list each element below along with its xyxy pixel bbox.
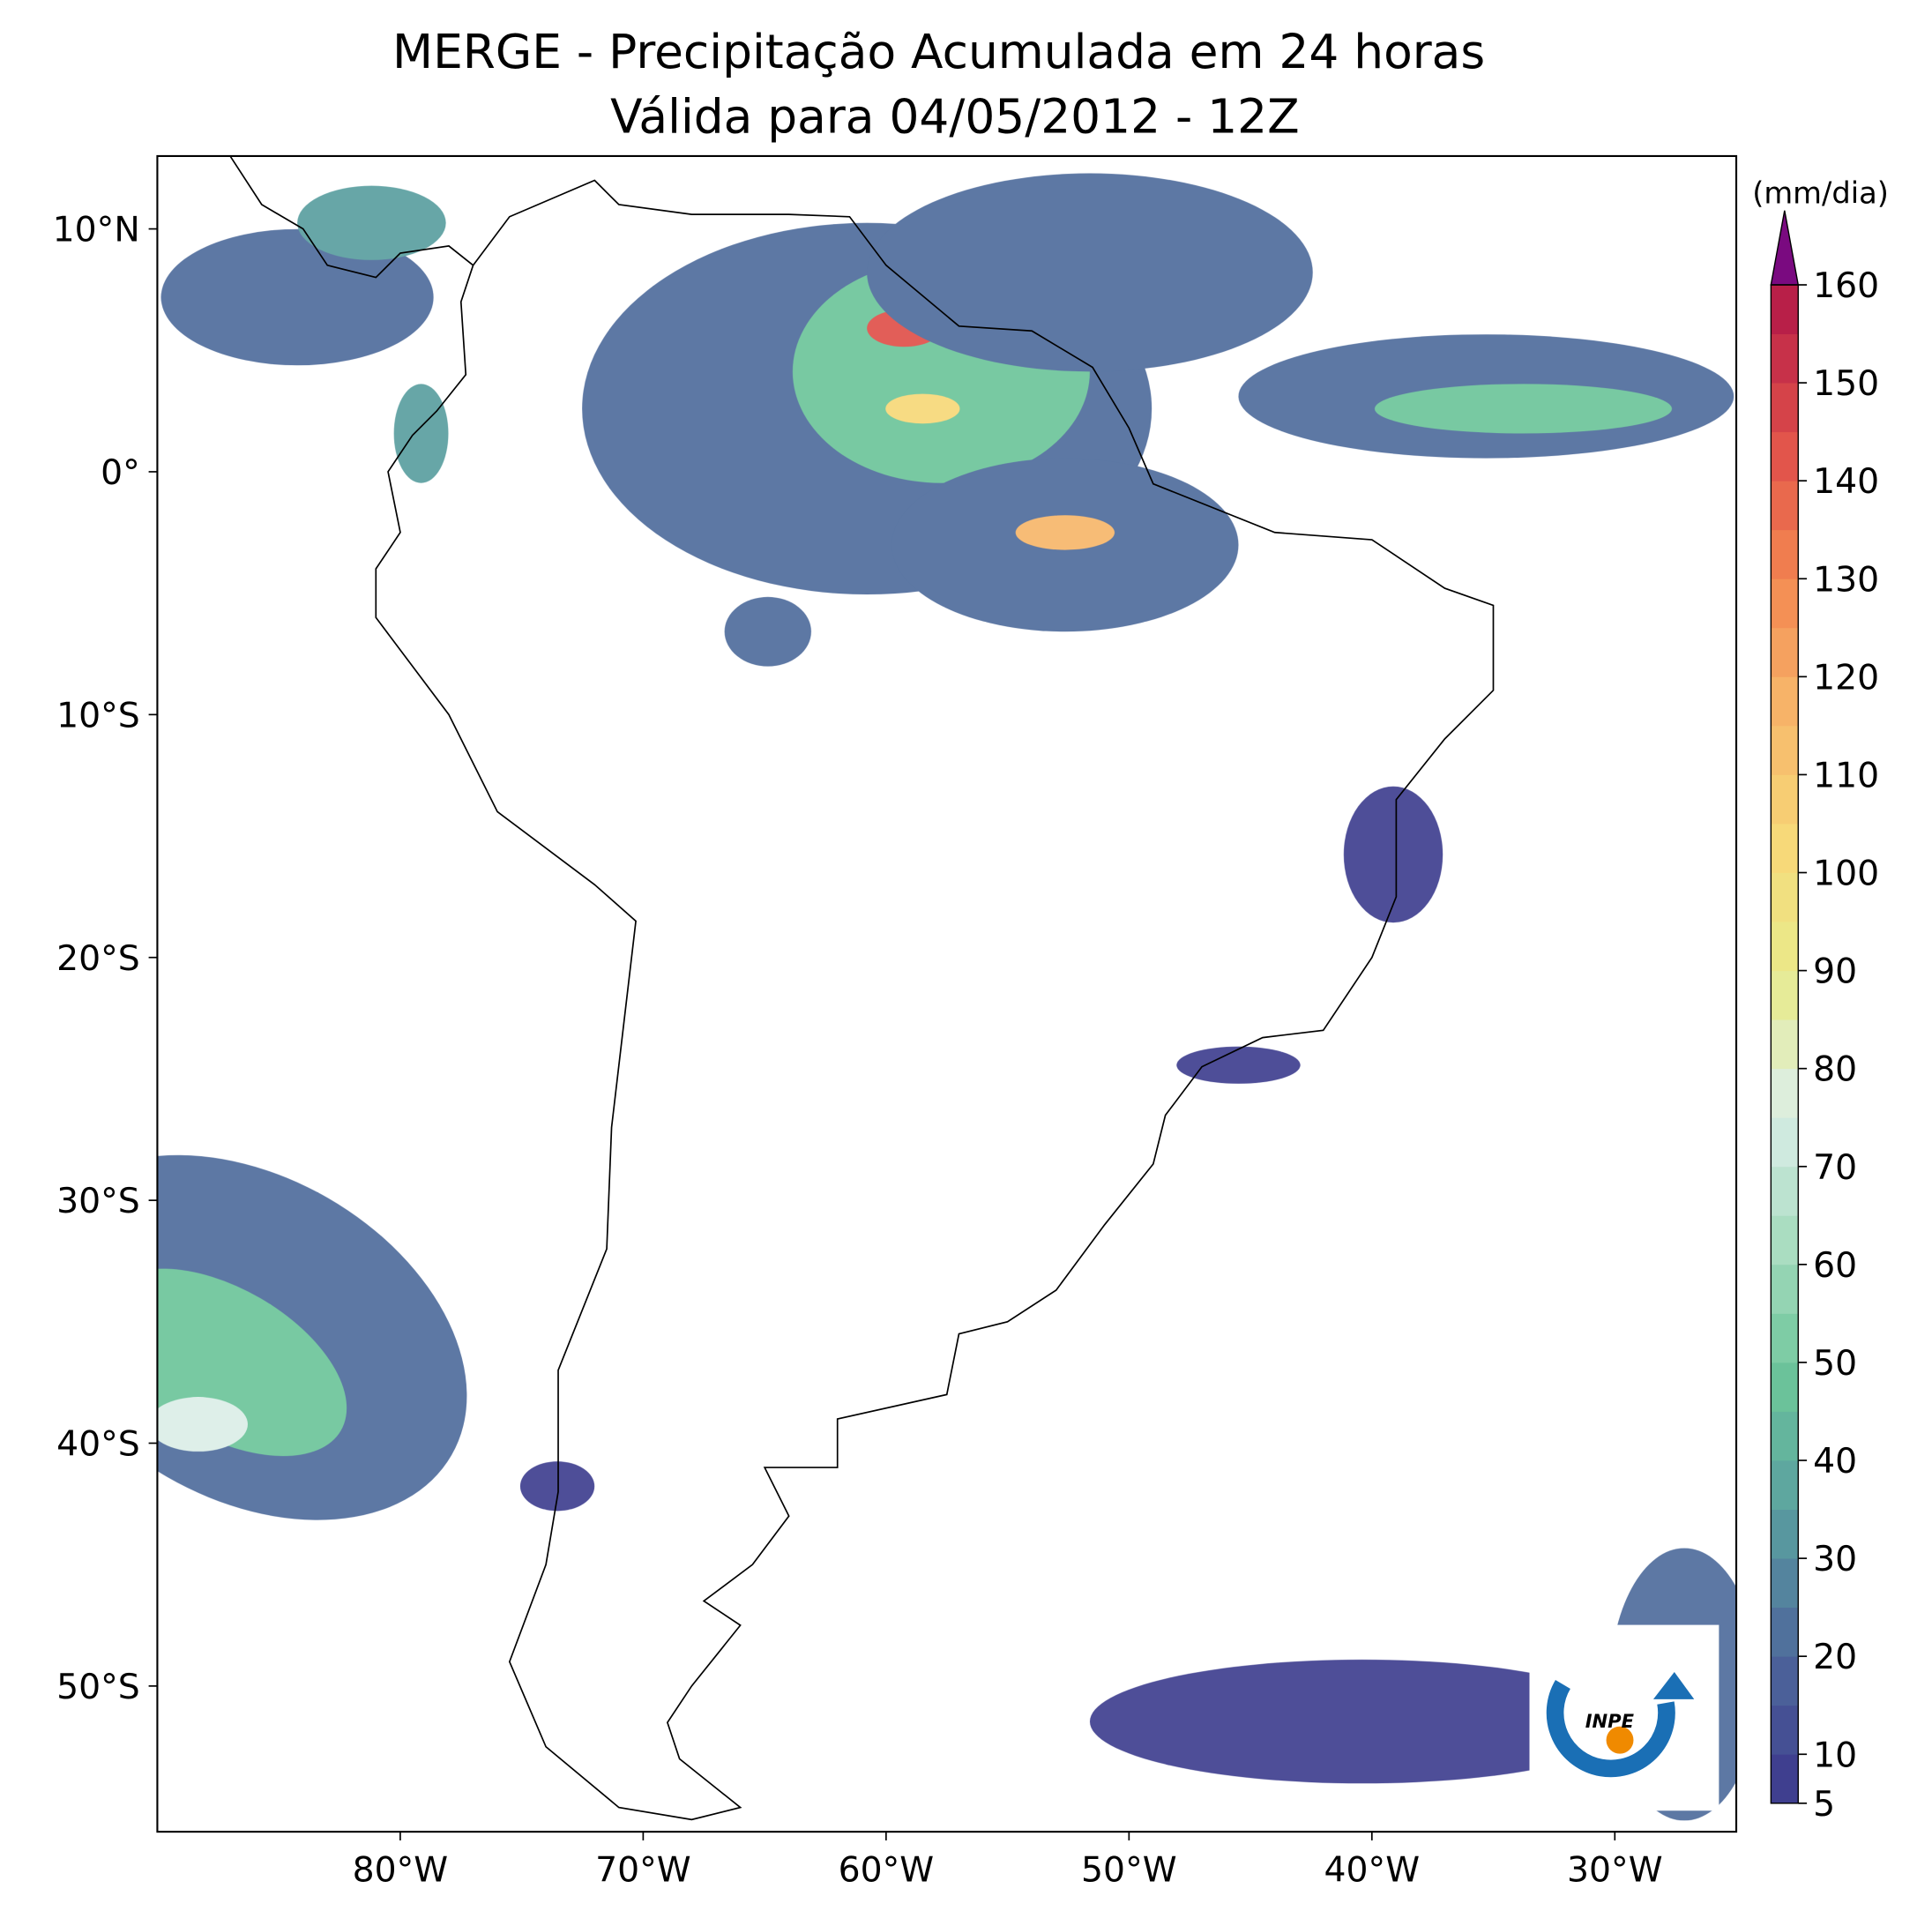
map-title: MERGE - Precipitação Acumulada em 24 hor… [392, 24, 1485, 79]
colorbar-tick-label: 60 [1813, 1246, 1857, 1286]
central-america-outline [228, 155, 474, 279]
colorbar-level [1771, 774, 1799, 825]
colorbar-level [1771, 1509, 1799, 1559]
colorbar-tick-label: 20 [1813, 1638, 1857, 1677]
precip-field [1089, 1659, 1635, 1784]
lon-tick-label: 40°W [1324, 1850, 1421, 1890]
colorbar-level [1771, 1166, 1799, 1216]
colorbar-level [1771, 431, 1799, 481]
lat-tick-label: 50°S [56, 1668, 140, 1707]
colorbar-level [1771, 725, 1799, 775]
logo-arc [1546, 1679, 1675, 1778]
colorbar-level [1771, 1312, 1799, 1363]
precip-field [1176, 1046, 1301, 1084]
colorbar-tick-label: 150 [1813, 364, 1879, 404]
colorbar-tick-label: 120 [1813, 658, 1879, 698]
colorbar-unit: (mm/dia) [1752, 175, 1889, 210]
colorbar-level [1771, 480, 1799, 531]
colorbar-level [1771, 1362, 1799, 1412]
colorbar-tick-label: 80 [1813, 1050, 1857, 1090]
precip-field [1374, 384, 1673, 434]
colorbar-level [1771, 970, 1799, 1020]
map-frame [156, 154, 1738, 1833]
colorbar-level [1771, 333, 1799, 384]
precip-fields [157, 173, 1737, 1821]
precip-field [393, 384, 449, 483]
colorbar-level [1771, 529, 1799, 579]
axis-ticks: 80°W 70°W 60°W 50°W 40°W 30°W 10°N 0° 10°S 20°S 30… [53, 211, 1663, 1891]
colorbar-level [1771, 382, 1799, 433]
colorbar-level [1771, 921, 1799, 972]
precip-field [160, 228, 434, 366]
precip-field [867, 173, 1313, 372]
colorbar-level [1771, 872, 1799, 922]
precip-field [157, 1397, 248, 1452]
colorbar-tick-label: 5 [1813, 1785, 1835, 1825]
colorbar: 5 10 20 30 40 50 60 70 80 90 100 110 120 130 140 150 160 [1770, 210, 1879, 1825]
precip-field [519, 1461, 595, 1512]
precip-field [297, 185, 446, 260]
colorbar-tick-label: 10 [1813, 1736, 1857, 1775]
precip-field [1015, 515, 1115, 550]
lat-tick-label: 30°S [56, 1182, 140, 1221]
colorbar-level [1771, 1214, 1799, 1265]
colorbar-tick-label: 130 [1813, 560, 1879, 600]
colorbar-level [1771, 1019, 1799, 1070]
lon-tick-label: 80°W [353, 1850, 449, 1890]
colorbar-tick-label: 110 [1813, 756, 1879, 795]
colorbar-frame [1770, 284, 1799, 1804]
colorbar-tick-label: 100 [1813, 855, 1879, 894]
precip-field [885, 393, 960, 424]
colorbar-level [1771, 1655, 1799, 1706]
colorbar-tick-label: 70 [1813, 1148, 1857, 1188]
colorbar-level [1771, 284, 1799, 334]
lon-tick-label: 60°W [839, 1850, 935, 1890]
colorbar-level [1771, 1411, 1799, 1461]
colorbar-tick-label: 90 [1813, 952, 1857, 992]
logo: INPE [1529, 1624, 1719, 1811]
colorbar-tick-label: 160 [1813, 266, 1879, 306]
colorbar-level [1771, 627, 1799, 677]
lat-tick-label: 40°S [56, 1425, 140, 1465]
lon-tick-label: 70°W [595, 1850, 691, 1890]
lat-tick-label: 20°S [56, 939, 140, 979]
logo-sun [1606, 1726, 1634, 1754]
logo-arrow [1652, 1671, 1695, 1699]
lat-tick-label: 10°S [56, 696, 140, 735]
coastline [228, 155, 1495, 1821]
colorbar-level [1771, 1116, 1799, 1168]
map-subtitle: Válida para 04/05/2012 - 12Z [610, 88, 1300, 144]
colorbar-tick-label: 50 [1813, 1344, 1857, 1384]
colorbar-level [1771, 823, 1799, 873]
logo-text: INPE [1585, 1710, 1635, 1732]
colorbar-tick-label: 40 [1813, 1442, 1857, 1482]
colorbar-tick-label: 140 [1813, 462, 1879, 502]
map-area [157, 155, 1737, 1821]
lon-tick-label: 50°W [1081, 1850, 1177, 1890]
colorbar-tick-label: 30 [1813, 1540, 1857, 1579]
colorbar-level [1771, 1607, 1799, 1657]
colorbar-level [1771, 1705, 1799, 1755]
colorbar-level [1771, 1068, 1799, 1118]
precip-field [1343, 786, 1443, 923]
colorbar-extend [1770, 210, 1800, 286]
colorbar-level [1771, 578, 1799, 629]
continent-outline [375, 179, 1495, 1821]
lat-tick-label: 10°N [53, 211, 140, 250]
lon-tick-label: 30°W [1567, 1850, 1663, 1890]
lat-tick-label: 0° [101, 453, 140, 493]
colorbar-level [1771, 1264, 1799, 1314]
colorbar-level [1771, 1753, 1799, 1804]
colorbar-level [1771, 1557, 1799, 1609]
colorbar-level [1771, 1459, 1799, 1510]
precip-field [724, 596, 811, 667]
colorbar-level [1771, 676, 1799, 727]
